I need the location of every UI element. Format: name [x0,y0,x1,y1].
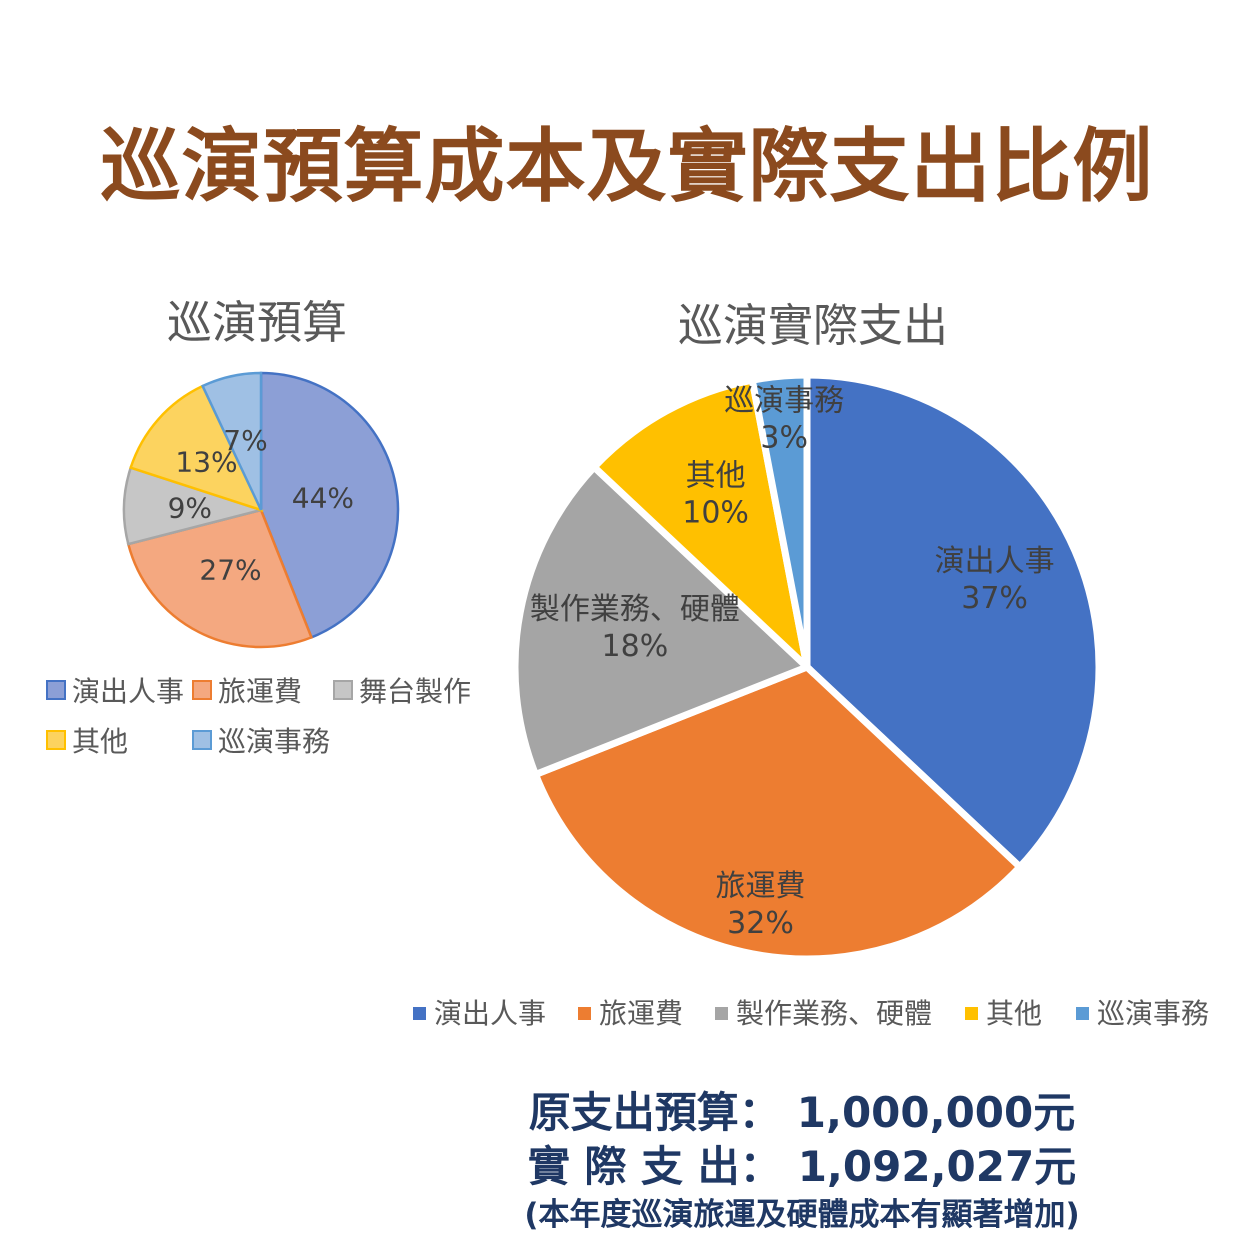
legend-label: 旅運費 [218,675,303,708]
legend-item-其他: 其他 [965,996,1042,1030]
main-title: 巡演預算成本及實際支出比例 [100,120,1154,213]
budget-pie-chart: 44% 27% 9% 13%7% [122,371,400,649]
legend-label: 其他 [72,725,129,758]
summary-budget-label: 原支出預算： [528,1088,781,1137]
actual-pie-slice-4 [748,371,811,668]
legend-marker-icon [413,1006,426,1020]
legend-item-演出人事: 演出人事 [413,996,546,1030]
budget-pie-slice-0 [259,371,400,640]
legend-marker-icon [192,730,212,750]
summary-actual-line: 實 際 支 出： 1,092,027元 [327,1140,1254,1194]
actual-pie-label-4: 巡演事務 3% [724,384,844,456]
actual-pie-label-3: 其他 10% [682,459,749,531]
legend-label: 演出人事 [434,997,547,1030]
legend-marker-icon [715,1006,728,1020]
legend-marker-icon [46,730,66,750]
legend-label: 演出人事 [72,675,185,708]
legend-marker-icon [578,1006,591,1020]
legend-marker-icon [192,680,212,700]
legend-item-巡演事務: 巡演事務 [192,724,330,758]
budget-pie-label-1: 27% [199,553,261,586]
legend-item-旅運費: 旅運費 [192,674,302,708]
legend-marker-icon [333,680,353,700]
summary-note: (本年度巡演旅運及硬體成本有顯著增加) [524,1197,1080,1233]
legend-item-演出人事: 演出人事 [46,674,184,708]
legend-item-巡演事務: 巡演事務 [1076,996,1209,1030]
summary-actual-value: 1,092,027元 [797,1142,1077,1191]
legend-item-製作業務、硬體: 製作業務、硬體 [715,996,932,1030]
budget-pie-label-0: 44% [292,482,354,515]
budget-pie-slice-3 [129,384,264,513]
actual-chart-title: 巡演實際支出 [677,299,948,352]
budget-pie-slice-4 [201,371,263,511]
budget-pie-label-4: 7% [223,424,267,457]
legend-label: 巡演事務 [1097,997,1210,1030]
actual-pie-slice-3 [589,376,813,677]
legend-label: 舞台製作 [359,675,472,708]
legend-item-其他: 其他 [46,724,128,758]
summary-budget-line: 原支出預算： 1,000,000元 [327,1086,1254,1140]
actual-pie-label-0: 演出人事 37% [935,544,1055,616]
legend-marker-icon [46,680,66,700]
legend-label: 其他 [986,997,1043,1030]
actual-pie-slice-1 [530,662,1025,963]
actual-pie-label-1: 旅運費 32% [716,869,806,941]
budget-pie-slice-1 [126,508,314,649]
legend-label: 巡演事務 [218,725,331,758]
summary-actual-label: 實 際 支 出： [527,1142,782,1191]
legend-marker-icon [965,1006,978,1020]
actual-pie-slice-2 [511,462,814,780]
legend-marker-icon [1076,1006,1089,1020]
legend-label: 製作業務、硬體 [736,997,933,1030]
legend-item-舞台製作: 舞台製作 [333,674,471,708]
legend-label: 旅運費 [599,997,684,1030]
summary-block: 原支出預算： 1,000,000元 實 際 支 出： 1,092,027元 (本年度… [327,1086,1254,1236]
actual-pie-label-2: 製作業務、硬體 18% [530,592,740,664]
budget-pie-label-2: 9% [168,491,212,524]
actual-pie-chart: 演出人事 37% 旅運費 32% 製作業務、硬體 18% 其他 10%巡演事務 3% [511,371,1103,963]
summary-budget-value: 1,000,000元 [796,1088,1076,1137]
budget-pie-label-3: 13% [175,446,237,479]
budget-chart-title: 巡演預算 [166,296,347,349]
actual-pie-slice-0 [803,371,1103,872]
legend-item-旅運費: 旅運費 [578,996,683,1030]
